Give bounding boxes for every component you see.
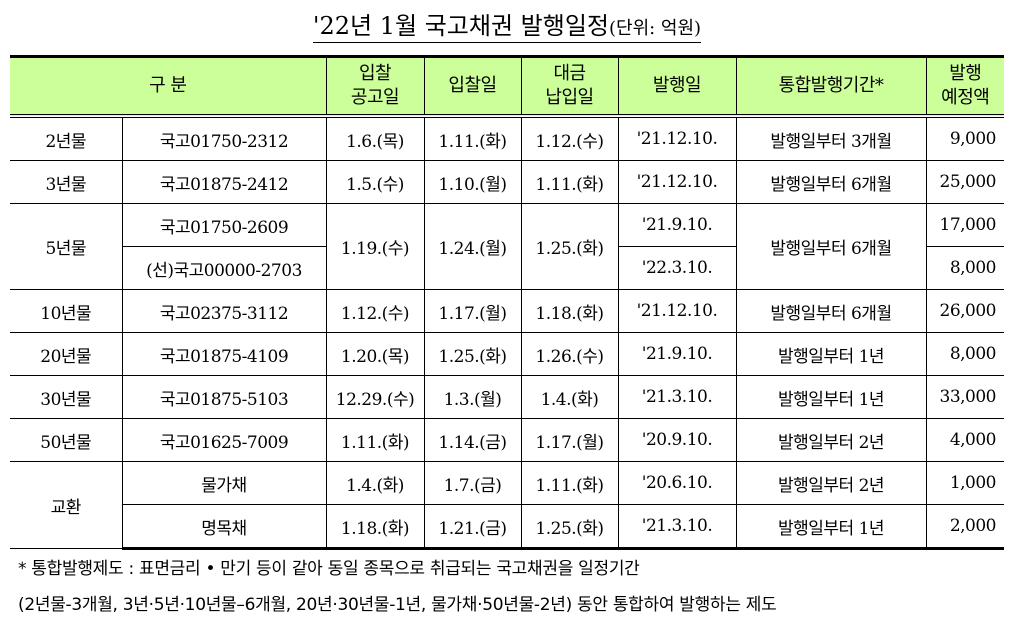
cell-period: 발행일부터 2년 <box>735 418 927 462</box>
cell-amount: 2,000 <box>925 504 1004 550</box>
cell-code: 물가채 <box>121 461 327 505</box>
cell-bid: 1.21.(금) <box>423 504 522 550</box>
cell-term: 2년물 <box>10 115 123 161</box>
table-row: 2년물 국고01750-2312 1.6.(목) 1.11.(화) 1.12.(수) '2… <box>10 115 1004 161</box>
cell-period: 발행일부터 1년 <box>735 504 927 550</box>
cell-code: (선)국고00000-2703 <box>122 246 327 290</box>
cell-code: 국고01625-7009 <box>121 418 327 462</box>
cell-issue: '21.9.10. <box>617 203 737 247</box>
cell-amount: 9,000 <box>925 115 1004 161</box>
cell-notice: 1.20.(목) <box>325 332 425 376</box>
table-row: (선)국고00000-2703 '22.3.10. 8,000 <box>10 246 1004 290</box>
cell-bid: 1.24.(월) <box>423 203 522 290</box>
cell-code: 국고01750-2312 <box>121 115 327 161</box>
table-row: 30년물 국고01875-5103 12.29.(수) 1.3.(월) 1.4.(화) '… <box>10 375 1004 419</box>
cell-issue: '21.12.10. <box>617 115 737 161</box>
cell-term: 3년물 <box>10 160 123 204</box>
cell-period: 발행일부터 2년 <box>735 461 927 505</box>
cell-pay: 1.4.(화) <box>520 375 619 419</box>
cell-term: 5년물 <box>10 203 123 290</box>
cell-code: 국고01875-5103 <box>121 375 327 419</box>
cell-code: 국고01750-2609 <box>121 203 327 247</box>
cell-term: 50년물 <box>10 418 123 462</box>
cell-pay: 1.17.(월) <box>520 418 619 462</box>
cell-issue: '20.6.10. <box>617 461 737 505</box>
cell-notice: 1.6.(목) <box>325 115 425 161</box>
cell-code: 국고02375-3112 <box>121 289 327 333</box>
cell-code: 국고01875-2412 <box>121 160 327 204</box>
cell-term: 30년물 <box>10 375 123 419</box>
cell-amount: 1,000 <box>925 461 1004 505</box>
cell-period: 발행일부터 6개월 <box>735 160 927 204</box>
cell-amount: 17,000 <box>925 203 1004 247</box>
cell-pay: 1.11.(화) <box>520 461 619 505</box>
cell-notice: 12.29.(수) <box>325 375 425 419</box>
header-row: 구 분 입찰 공고일 입찰일 대금 납입일 발행일 통합발행기간* 발행 예정액 <box>10 55 1004 118</box>
cell-notice: 1.12.(수) <box>325 289 425 333</box>
cell-period: 발행일부터 6개월 <box>735 289 927 333</box>
footnote-line-1: * 통합발행제도 : 표면금리 • 만기 등이 같아 동일 종목으로 취급되는 … <box>18 559 640 579</box>
cell-issue: '21.3.10. <box>617 504 737 550</box>
cell-period: 발행일부터 3개월 <box>735 115 927 161</box>
cell-issue: '21.3.10. <box>617 375 737 419</box>
cell-period: 발행일부터 1년 <box>735 375 927 419</box>
cell-pay: 1.26.(수) <box>520 332 619 376</box>
table-row: 명목채 1.18.(화) 1.21.(금) 1.25.(화) '21.3.10. 발행일부… <box>10 504 1004 550</box>
cell-notice: 1.11.(화) <box>325 418 425 462</box>
cell-notice: 1.18.(화) <box>325 504 425 550</box>
table-row: 10년물 국고02375-3112 1.12.(수) 1.17.(월) 1.18.(화)… <box>10 289 1004 333</box>
table-row: 3년물 국고01875-2412 1.5.(수) 1.10.(월) 1.11.(화) '2… <box>10 160 1004 204</box>
cell-amount: 8,000 <box>925 332 1004 376</box>
cell-period: 발행일부터 6개월 <box>735 203 927 290</box>
cell-amount: 33,000 <box>925 375 1004 419</box>
cell-amount: 25,000 <box>925 160 1004 204</box>
footnote-line-2: (2년물-3개월, 3년·5년·10년물–6개월, 20년·30년물-1년, 물… <box>18 595 777 615</box>
cell-issue: '20.9.10. <box>617 418 737 462</box>
cell-amount: 4,000 <box>925 418 1004 462</box>
cell-bid: 1.7.(금) <box>423 461 522 505</box>
table-row: 교환 물가채 1.4.(화) 1.7.(금) 1.11.(화) '20.6.10. 발행일부… <box>10 461 1004 549</box>
issuance-schedule-table: 구 분 입찰 공고일 입찰일 대금 납입일 발행일 통합발행기간* 발행 예정액 2년… <box>10 55 1004 550</box>
cell-issue: '21.9.10. <box>617 332 737 376</box>
cell-term: 교환 <box>10 461 123 549</box>
cell-pay: 1.11.(화) <box>520 160 619 204</box>
table-row: 50년물 국고01625-7009 1.11.(화) 1.14.(금) 1.17.(월)… <box>10 418 1004 462</box>
cell-code: 국고01875-4109 <box>121 332 327 376</box>
cell-pay: 1.25.(화) <box>520 504 619 550</box>
cell-issue: '21.12.10. <box>617 160 737 204</box>
cell-bid: 1.25.(화) <box>423 332 522 376</box>
cell-term: 10년물 <box>10 289 123 333</box>
cell-bid: 1.11.(화) <box>423 115 522 161</box>
cell-pay: 1.25.(화) <box>520 203 619 290</box>
cell-issue: '21.12.10. <box>617 289 737 333</box>
cell-notice: 1.4.(화) <box>325 461 425 505</box>
cell-code: 명목채 <box>122 504 327 550</box>
cell-bid: 1.3.(월) <box>423 375 522 419</box>
page-title: '22년 1월 국고채권 발행일정(단위: 억원) <box>0 6 1014 43</box>
cell-pay: 1.18.(화) <box>520 289 619 333</box>
cell-notice: 1.5.(수) <box>325 160 425 204</box>
table-row: 20년물 국고01875-4109 1.20.(목) 1.25.(화) 1.26.(수)… <box>10 332 1004 376</box>
cell-bid: 1.10.(월) <box>423 160 522 204</box>
cell-amount: 26,000 <box>925 289 1004 333</box>
cell-term: 20년물 <box>10 332 123 376</box>
cell-pay: 1.12.(수) <box>520 115 619 161</box>
cell-notice: 1.19.(수) <box>325 203 425 290</box>
cell-issue: '22.3.10. <box>617 246 737 290</box>
table-row: 5년물 국고01750-2609 1.19.(수) 1.24.(월) 1.25.(화) '… <box>10 203 1004 290</box>
cell-period: 발행일부터 1년 <box>735 332 927 376</box>
cell-amount: 8,000 <box>925 246 1004 290</box>
cell-bid: 1.17.(월) <box>423 289 522 333</box>
cell-bid: 1.14.(금) <box>423 418 522 462</box>
